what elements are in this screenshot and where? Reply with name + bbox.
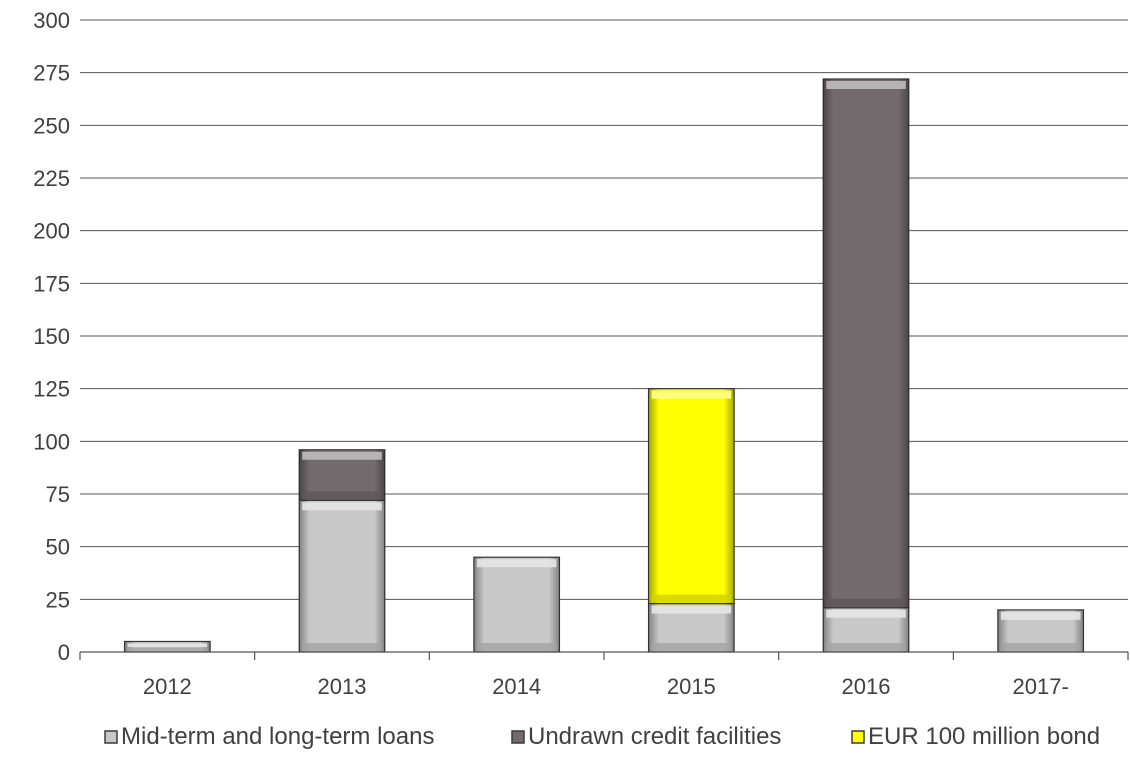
y-tick-label-200: 200 bbox=[33, 219, 70, 244]
bar-2014-series-0 bbox=[473, 556, 561, 653]
x-axis bbox=[79, 651, 1129, 660]
x-tick-label-2016: 2016 bbox=[842, 674, 891, 699]
legend-swatch-1 bbox=[511, 730, 525, 744]
bar-2016-series-0 bbox=[822, 607, 910, 653]
bar-2015-series-2 bbox=[647, 388, 735, 605]
y-tick-label-225: 225 bbox=[33, 166, 70, 191]
y-axis-tick-labels: 0 25 50 75 100 125 150 175 200 225 250 275 300 bbox=[33, 8, 70, 665]
bar-2016-series-1 bbox=[822, 78, 910, 609]
x-tick-label-2014: 2014 bbox=[492, 674, 541, 699]
y-tick-label-25: 25 bbox=[46, 587, 70, 612]
legend-item-1: Undrawn credit facilities bbox=[511, 723, 781, 750]
y-tick-label-275: 275 bbox=[33, 61, 70, 86]
bar-2015-series-0 bbox=[647, 602, 735, 653]
legend-label-2: EUR 100 million bond bbox=[868, 723, 1100, 750]
y-tick-label-300: 300 bbox=[33, 8, 70, 33]
x-tick-label-2012: 2012 bbox=[143, 674, 192, 699]
y-tick-label-50: 50 bbox=[46, 535, 70, 560]
legend: Mid-term and long-term loans Undrawn cred… bbox=[104, 723, 1100, 750]
gridlines bbox=[80, 19, 1128, 600]
y-tick-label-250: 250 bbox=[33, 113, 70, 138]
y-tick-label-175: 175 bbox=[33, 271, 70, 296]
legend-label-1: Undrawn credit facilities bbox=[528, 723, 781, 750]
legend-item-0: Mid-term and long-term loans bbox=[104, 723, 434, 750]
bar-2017--series-0 bbox=[997, 609, 1085, 653]
bar-2013-series-0 bbox=[298, 499, 386, 653]
bar-2012-series-0 bbox=[123, 640, 211, 653]
y-tick-label-100: 100 bbox=[33, 429, 70, 454]
y-tick-label-125: 125 bbox=[33, 377, 70, 402]
y-tick-label-0: 0 bbox=[58, 640, 70, 665]
y-tick-label-75: 75 bbox=[46, 482, 70, 507]
x-axis-tick-labels: 2012 2013 2014 2015 2016 2017- bbox=[143, 674, 1069, 699]
x-tick-label-2017-: 2017- bbox=[1013, 674, 1069, 699]
bars bbox=[123, 78, 1085, 653]
bar-2013-series-1 bbox=[298, 449, 386, 501]
legend-swatch-2 bbox=[851, 730, 865, 744]
x-tick-label-2013: 2013 bbox=[318, 674, 367, 699]
legend-swatch-0 bbox=[104, 730, 118, 744]
y-tick-label-150: 150 bbox=[33, 324, 70, 349]
legend-item-2: EUR 100 million bond bbox=[851, 723, 1100, 750]
legend-label-0: Mid-term and long-term loans bbox=[121, 723, 434, 750]
x-tick-label-2015: 2015 bbox=[667, 674, 716, 699]
